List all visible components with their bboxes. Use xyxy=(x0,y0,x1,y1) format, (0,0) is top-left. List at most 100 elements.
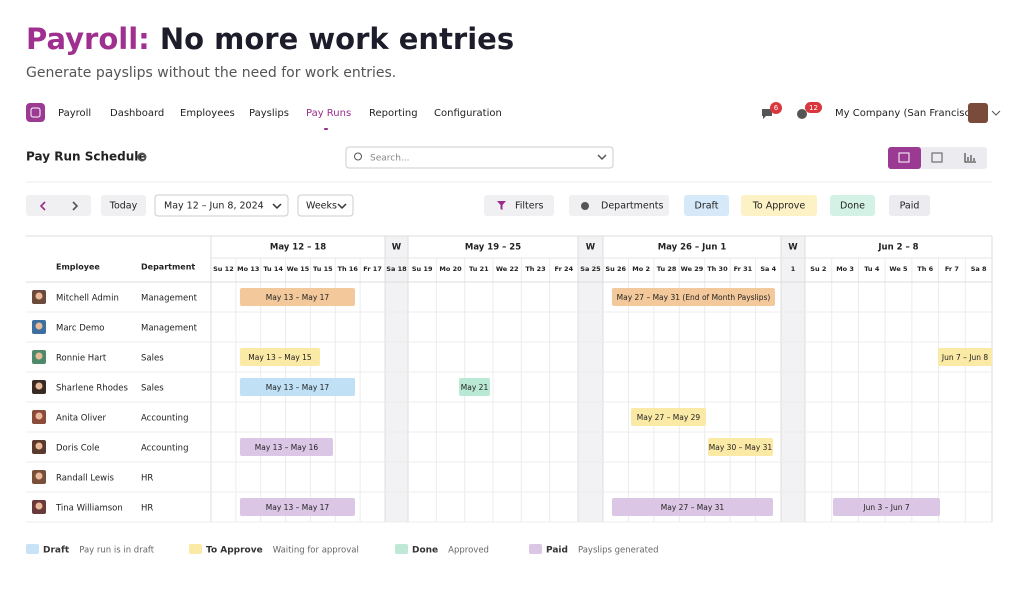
legend-swatch xyxy=(26,544,39,554)
prev-next-group[interactable] xyxy=(26,195,91,216)
nav-item[interactable]: Payslips xyxy=(249,108,289,119)
employee-department: HR xyxy=(141,474,153,484)
day-label: Tu 15 xyxy=(313,265,333,273)
nav-item[interactable]: Dashboard xyxy=(110,108,164,119)
user-menu-caret xyxy=(991,110,1001,116)
title-rest: No more work entries xyxy=(150,22,514,56)
employee-name[interactable]: Marc Demo xyxy=(56,324,104,334)
pay-run-label: May 13 – May 17 xyxy=(266,383,330,392)
pay-run-bar[interactable] xyxy=(612,498,773,516)
day-label: Th 16 xyxy=(338,265,359,273)
messages-badge xyxy=(770,102,782,114)
view-list-icon[interactable] xyxy=(931,152,943,163)
activities-icon[interactable] xyxy=(797,109,807,119)
employee-department: HR xyxy=(141,504,153,514)
pay-run-label: May 13 – May 15 xyxy=(248,353,312,362)
pay-run-label: Jun 7 – Jun 8 xyxy=(941,353,988,362)
day-label: Sa 4 xyxy=(760,265,776,273)
next-arrow xyxy=(72,201,79,211)
day-label: Su 26 xyxy=(605,265,626,273)
app-name[interactable]: Payroll xyxy=(58,108,91,119)
employee-department: Sales xyxy=(141,354,164,364)
pay-run-bar[interactable] xyxy=(240,438,333,456)
nav-item[interactable]: Configuration xyxy=(434,108,502,119)
legend-label: Done xyxy=(412,546,438,556)
user-avatar[interactable] xyxy=(968,103,988,123)
company-switcher[interactable]: My Company (San Francisco) xyxy=(835,108,980,119)
nav-item[interactable]: Reporting xyxy=(369,108,418,119)
day-label: Fr 31 xyxy=(734,265,753,273)
day-label: Fr 17 xyxy=(363,265,382,273)
pay-run-label: May 13 – May 17 xyxy=(266,293,330,302)
legend-text: Pay run is in draft xyxy=(79,546,155,556)
employee-name[interactable]: Sharlene Rhodes xyxy=(56,384,129,394)
today-button[interactable] xyxy=(101,195,146,216)
status-filter-label: Paid xyxy=(900,201,920,212)
day-label: We 22 xyxy=(496,265,519,273)
legend-text: Payslips generated xyxy=(578,546,659,556)
pay-run-label: May 27 – May 31 xyxy=(661,503,725,512)
settings-gear[interactable] xyxy=(137,152,147,162)
employee-name[interactable]: Doris Cole xyxy=(56,444,99,454)
departments-label: Departments xyxy=(601,201,663,212)
employee-name[interactable]: Ronnie Hart xyxy=(56,354,107,364)
pay-run-label: May 13 – May 17 xyxy=(266,503,330,512)
view-calendar[interactable] xyxy=(888,147,921,169)
pay-run-bar[interactable] xyxy=(459,378,490,396)
employee-name[interactable]: Randall Lewis xyxy=(56,474,114,484)
scale-select[interactable] xyxy=(297,194,354,217)
employee-avatar-face xyxy=(35,502,43,510)
pay-run-bar[interactable] xyxy=(708,438,773,456)
title-highlight: Payroll: xyxy=(26,22,150,56)
search-caret xyxy=(597,154,607,161)
day-label: 1 xyxy=(791,265,796,273)
activities-count: 12 xyxy=(809,104,818,112)
pay-run-bar[interactable] xyxy=(240,288,355,306)
status-filter-label: Draft xyxy=(695,201,719,212)
status-filter[interactable] xyxy=(741,195,817,216)
pay-run-bar[interactable] xyxy=(612,288,775,306)
view-graph-icon[interactable] xyxy=(964,153,976,163)
weekend-column xyxy=(385,236,408,522)
pay-run-bar[interactable] xyxy=(833,498,940,516)
departments-button[interactable] xyxy=(569,195,669,216)
status-filter[interactable] xyxy=(889,195,930,216)
pay-run-bar[interactable] xyxy=(631,408,706,426)
nav-item[interactable]: Employees xyxy=(180,108,235,119)
messages-icon[interactable] xyxy=(762,109,772,119)
search-placeholder: Search... xyxy=(370,154,410,164)
employee-avatar-face xyxy=(35,472,43,480)
employee-name[interactable]: Anita Oliver xyxy=(56,414,106,424)
range-label: May 12 – Jun 8, 2024 xyxy=(164,201,264,212)
search-box[interactable] xyxy=(345,146,614,169)
pay-run-bar[interactable] xyxy=(240,378,355,396)
day-label: Fr 7 xyxy=(945,265,959,273)
pay-run-bar[interactable] xyxy=(240,498,355,516)
day-label: Sa 18 xyxy=(386,265,407,273)
day-label: Su 12 xyxy=(213,265,234,273)
legend-swatch xyxy=(529,544,542,554)
range-select[interactable] xyxy=(154,194,289,217)
week-header: May 12 – 18 xyxy=(270,243,326,253)
column-header: Department xyxy=(141,263,195,272)
filter-icon xyxy=(497,201,506,210)
day-label: Th 30 xyxy=(707,265,728,273)
search-icon xyxy=(354,152,362,161)
employee-name[interactable]: Tina Williamson xyxy=(55,504,123,514)
status-filter-label: Done xyxy=(840,201,865,212)
pay-run-label: Jun 3 – Jun 7 xyxy=(862,503,909,512)
status-filter[interactable] xyxy=(830,195,875,216)
day-label: Su 19 xyxy=(412,265,433,273)
employee-avatar-face xyxy=(35,352,43,360)
day-label: Su 2 xyxy=(810,265,826,273)
filters-button[interactable] xyxy=(484,195,554,216)
day-label: Mo 3 xyxy=(836,265,854,273)
nav-item[interactable]: Pay Runs xyxy=(306,108,351,119)
messages-count: 6 xyxy=(774,104,779,112)
status-filter[interactable] xyxy=(684,195,729,216)
employee-name[interactable]: Mitchell Admin xyxy=(56,294,119,304)
pay-run-bar[interactable] xyxy=(240,348,320,366)
day-label: Mo 13 xyxy=(237,265,259,273)
day-label: We 29 xyxy=(681,265,704,273)
pay-run-bar[interactable] xyxy=(938,348,992,366)
